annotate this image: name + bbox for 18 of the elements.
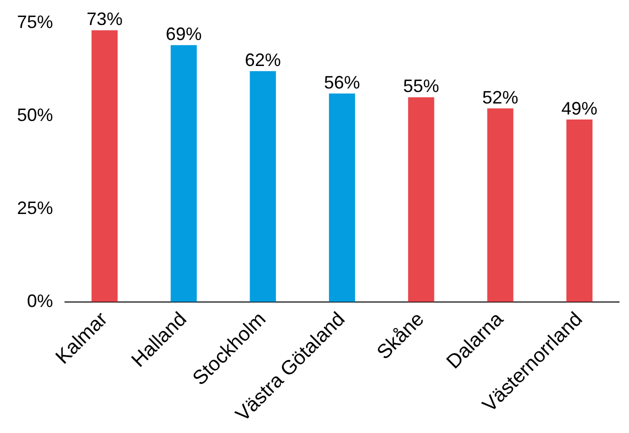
bar [487, 108, 514, 302]
bar [250, 71, 276, 302]
y-tick-label: 0% [27, 290, 54, 311]
data-label: 55% [403, 76, 440, 96]
data-label: 49% [561, 98, 598, 118]
bar [92, 30, 118, 302]
data-label: 73% [86, 9, 123, 30]
y-tick-label: 25% [16, 198, 54, 218]
bar [408, 97, 434, 302]
data-label: 69% [166, 24, 202, 44]
bar [170, 45, 197, 302]
y-tick-label: 50% [16, 104, 54, 125]
data-label: 62% [244, 50, 281, 70]
data-label: 56% [324, 72, 360, 92]
bar [328, 93, 356, 302]
data-label: 52% [482, 87, 518, 108]
y-tick-label: 75% [16, 12, 54, 32]
bar [566, 120, 592, 302]
